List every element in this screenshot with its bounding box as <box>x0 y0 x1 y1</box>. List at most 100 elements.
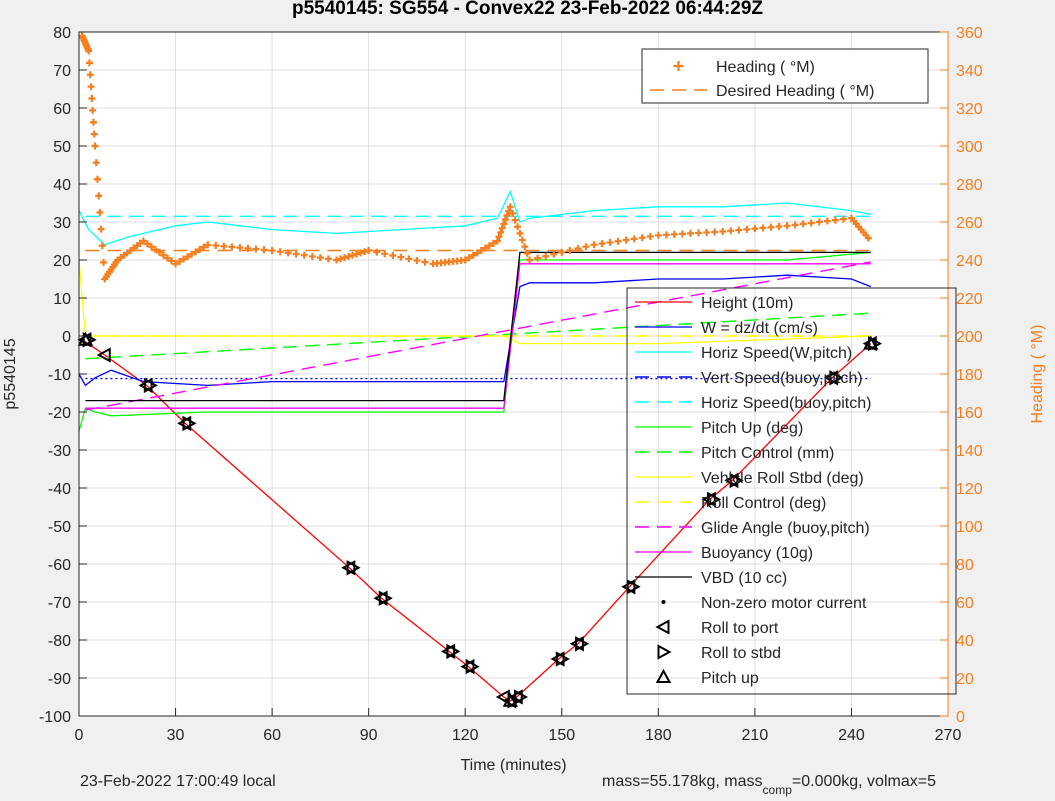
legend-main-label: Horiz Speed(W,pitch) <box>701 345 852 362</box>
x-tick-label: 30 <box>167 727 185 744</box>
y-right-tick-label: 320 <box>956 101 983 118</box>
legend-heading-box <box>641 48 929 104</box>
heading-point <box>220 242 228 250</box>
x-tick-label: 270 <box>935 727 962 744</box>
heading-point <box>96 209 104 216</box>
legend-main-label: Pitch Up (deg) <box>701 420 803 437</box>
marker-roll-to-stbd <box>729 472 744 489</box>
y-left-tick-label: 70 <box>53 63 71 80</box>
legend-main-entry: Pitch Control (mm) <box>635 445 834 462</box>
heading-point <box>719 228 727 235</box>
heading-point <box>300 251 308 259</box>
marker-roll-to-stbd <box>82 332 97 348</box>
heading-point <box>518 236 526 244</box>
y-left-tick-label: -40 <box>48 481 71 498</box>
heading-point <box>228 243 236 251</box>
heading-point <box>489 239 497 247</box>
y-right-tick-label: 180 <box>956 367 983 384</box>
legend-heading-label: Heading ( °M) <box>716 59 815 76</box>
legend-main-label: Vehicle Roll Stbd (deg) <box>701 470 864 487</box>
marker-roll-to-stbd <box>575 636 590 652</box>
heading-point <box>839 215 847 223</box>
x-tick-label: 240 <box>838 727 865 744</box>
legend-main-label: Roll to stbd <box>701 645 781 662</box>
legend-main-entry: Height (10m) <box>635 295 793 312</box>
heading-point <box>815 218 823 226</box>
heading-point <box>184 253 192 261</box>
y-left-tick-label: 20 <box>53 253 71 270</box>
legend-main-entry: Vert Speed(buoy,pitch) <box>635 370 863 387</box>
marker-roll-to-port <box>701 491 716 508</box>
heading-point <box>337 255 345 263</box>
y-left-tick-label: 60 <box>53 101 71 118</box>
legend-main-entry: Glide Angle (buoy,pitch) <box>635 520 870 537</box>
heading-point <box>485 242 493 250</box>
legend-main-label: Non-zero motor current <box>701 595 867 612</box>
heading-point <box>97 225 105 233</box>
legend-main-label: Pitch up <box>701 670 759 687</box>
legend-main-label: Pitch Control (mm) <box>701 445 834 462</box>
y-left-tick-label: -90 <box>48 671 71 688</box>
marker-roll-to-stbd <box>707 491 722 508</box>
y-right-tick-label: 40 <box>956 633 974 650</box>
legend-main-entry: Buoyancy (10g) <box>635 545 813 562</box>
heading-point <box>638 234 646 242</box>
y-right-tick-label: 20 <box>956 671 974 688</box>
heading-point <box>582 243 590 251</box>
heading-point <box>511 216 519 224</box>
heading-point <box>292 250 300 258</box>
y-left-tick-label: 30 <box>53 215 71 232</box>
marker-roll-to-port <box>441 643 456 660</box>
heading-point <box>598 240 606 248</box>
heading-point <box>353 250 361 258</box>
marker-roll-to-stbd <box>829 370 844 386</box>
y-right-tick-label: 220 <box>956 291 983 308</box>
footer-mass-info: mass=55.178kg, masscomp=0.000kg, volmax=… <box>602 773 936 797</box>
heading-point <box>85 59 93 67</box>
heading-point <box>92 159 100 167</box>
heading-point <box>212 242 220 250</box>
heading-point <box>473 249 481 257</box>
marker-roll-to-stbd <box>143 377 158 394</box>
y-left-tick-label: -80 <box>48 633 71 650</box>
heading-point <box>465 254 473 262</box>
heading-point <box>139 237 147 245</box>
x-tick-label: 180 <box>645 727 672 744</box>
y-left-tick-label: -100 <box>39 709 71 726</box>
heading-point <box>196 246 204 254</box>
heading-point <box>678 230 686 238</box>
x-tick-label: 0 <box>75 727 84 744</box>
heading-point <box>180 255 188 263</box>
heading-point <box>332 256 340 264</box>
x-axis: 0 30 60 90 120 150 180 210 240 270 Time (minutes) <box>75 708 962 774</box>
heading-point <box>727 227 735 235</box>
heading-point <box>831 216 839 224</box>
y-left-tick-label: 40 <box>53 177 71 194</box>
legend-sample <box>655 668 672 683</box>
heading-point <box>526 256 534 264</box>
heading-point <box>759 224 767 232</box>
legend-main-entry: Horiz Speed(W,pitch) <box>635 345 852 362</box>
heading-point <box>260 246 268 254</box>
series-w-dz-dt-cm-s <box>78 274 872 387</box>
heading-point <box>421 258 429 266</box>
heading-point <box>316 254 324 262</box>
heading-point <box>791 221 799 229</box>
marker-roll-to-stbd <box>513 689 529 705</box>
y-right-tick-label: 60 <box>956 595 974 612</box>
heading-point <box>783 222 791 230</box>
heading-point <box>495 233 503 241</box>
footer-mass-text-2: =0.000kg, volmax=5 <box>791 773 936 790</box>
heading-point <box>94 175 102 183</box>
legend-main-entry: Non-zero motor current <box>661 595 867 612</box>
heading-point <box>514 223 522 231</box>
marker-roll-to-stbd <box>555 651 570 667</box>
heading-point <box>405 255 413 263</box>
legend-heading-entry: Heading ( °M) <box>673 59 815 76</box>
heading-point <box>85 47 93 55</box>
heading-point <box>505 207 513 215</box>
legend-main-entry: W = dz/dt (cm/s) <box>635 320 818 337</box>
legend-main-label: VBD (10 cc) <box>701 570 787 587</box>
heading-point <box>498 224 506 232</box>
heading-point <box>381 250 389 258</box>
